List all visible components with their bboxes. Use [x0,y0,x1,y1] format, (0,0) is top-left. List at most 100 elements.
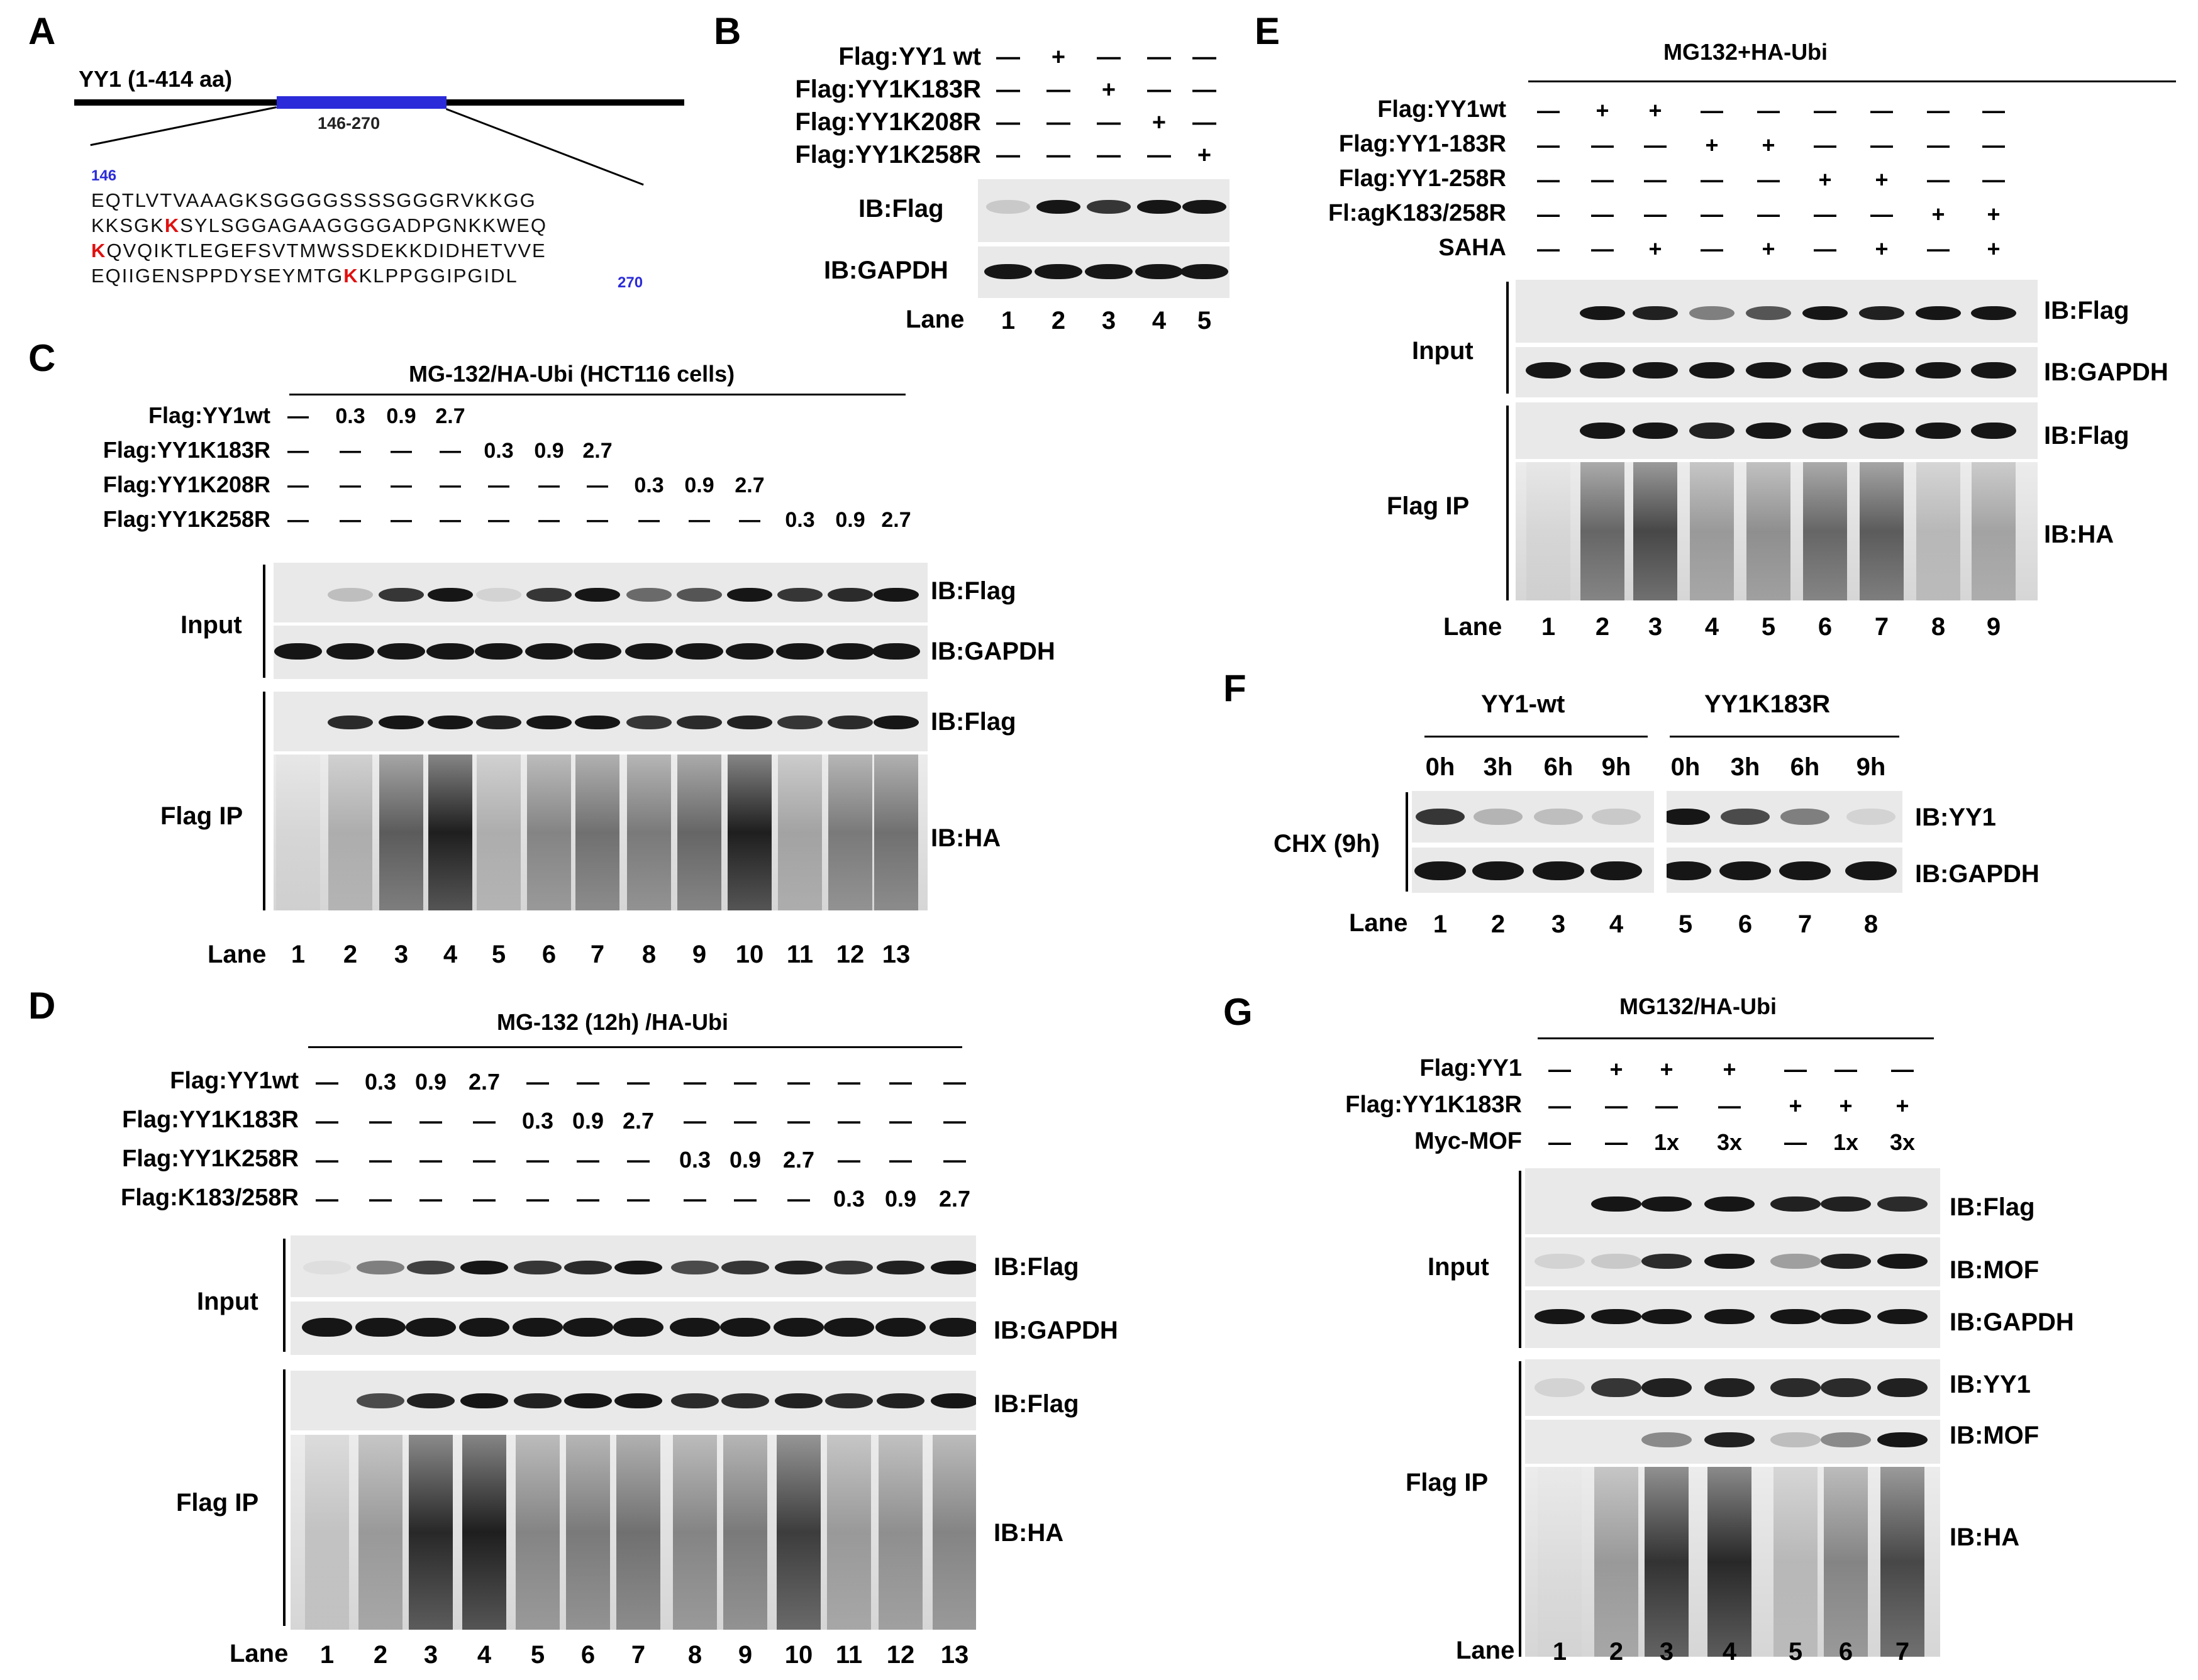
d-ip-bracket [283,1369,286,1626]
d-cond-value: — [684,1108,706,1134]
f-band-yy1-wt [1534,809,1583,825]
b-cond-value: — [1192,44,1216,70]
g-cond-value: — [1784,1056,1807,1082]
c-band-ip-flag [727,716,772,729]
f-time-point: 9h [1601,753,1631,781]
d-band-ip-flag [877,1393,924,1408]
c-lane-number: 5 [491,941,506,968]
g-blot-ip-mof [1525,1420,1940,1464]
d-cond-value: — [627,1186,650,1212]
c-cond-value: 2.7 [881,508,911,532]
d-smear-ha [305,1435,349,1630]
e-cond-value: — [1591,132,1614,158]
d-band-ip-flag [825,1393,873,1408]
e-smear-ha [1803,462,1847,600]
e-cond-value: — [1591,167,1614,192]
c-band-input-flag [476,588,521,602]
g-blot-input-gapdh [1525,1290,1940,1348]
sequence-line: KQVQIKTLEGEFSVTMWSSDEKKDIDHETVVE [91,241,547,260]
c-cond-value: — [391,508,412,532]
d-cond-value: — [419,1147,442,1173]
g-cond-label: Myc-MOF [1414,1128,1522,1154]
e-lane-number: 9 [1986,613,2001,641]
panel-letter-b: B [714,10,741,52]
d-cond-value: — [889,1147,912,1173]
e-lane-label: Lane [1443,613,1502,641]
d-band-input-flag [931,1261,976,1274]
c-cond-value: 0.3 [484,439,514,463]
c-cond-value: — [488,473,509,497]
d-band-ip-flag [564,1393,612,1408]
e-cond-value: — [1814,97,1836,123]
c-band-input-flag [526,588,572,602]
c-smear-ha [627,754,671,910]
b-blot-flag [978,179,1229,242]
c-cond-value: — [340,439,361,463]
panel-letter-f: F [1223,667,1246,709]
g-cond-value: + [1839,1093,1853,1119]
g-smear-ha [1594,1467,1638,1657]
d-blot-input-flag [291,1235,976,1297]
c-lane-number: 2 [343,941,358,968]
e-band-input-flag [1859,306,1904,320]
c-cond-value: — [340,473,361,497]
d-lane-label: Lane [230,1640,289,1667]
b-cond-value: — [1097,142,1121,169]
d-smear-ha [933,1435,976,1630]
d-band-input-gapdh [563,1318,613,1337]
d-cond-value: — [526,1147,549,1173]
d-cond-value: 2.7 [782,1147,815,1173]
highlighted-lysine: K [91,240,107,262]
c-cond-value: — [287,473,309,497]
e-band-ip-flag [1633,423,1678,439]
e-band-input-flag [1580,306,1625,320]
e-blot-ip-ha [1516,462,2038,600]
f-ib-yy1-label: IB:YY1 [1915,804,1996,831]
c-header: MG-132/HA-Ubi (HCT116 cells) [409,361,735,387]
g-lane-number: 4 [1722,1638,1737,1666]
f-band-yy1-wt [1416,809,1465,825]
e-cond-value: + [1596,97,1609,123]
e-smear-ha [1690,462,1734,600]
f-lane-number: 3 [1551,910,1566,938]
d-ib-ha-label: IB:HA [994,1519,1064,1547]
g-cond-value: + [1723,1056,1736,1082]
e-band-input-flag [1689,306,1735,320]
c-lane-number: 9 [692,941,707,968]
c-smear-ha [328,754,372,910]
b-cond-value: + [1051,44,1066,70]
e-cond-label: Fl:agK183/258R [1328,200,1506,226]
d-smear-ha [827,1435,871,1630]
c-cond-value: — [440,439,461,463]
d-lane-number: 10 [784,1641,813,1669]
d-smear-ha [879,1435,923,1630]
b-ib-flag-label: IB:Flag [858,195,944,223]
g-band-ip-yy1 [1821,1378,1871,1397]
b-cond-value: — [1046,142,1070,169]
g-band-input-gapdh [1641,1309,1692,1324]
g-band-ip-mof [1770,1432,1821,1447]
e-band-ip-flag [1916,423,1961,439]
d-lane-number: 4 [477,1641,492,1669]
e-cond-value: + [1762,236,1775,262]
e-cond-value: — [1927,167,1950,192]
f-time-point: 3h [1483,753,1513,781]
f-time-point: 0h [1670,753,1701,781]
b-band-flag [1036,200,1080,214]
e-band-ip-flag [1802,423,1848,439]
d-lane-number: 13 [940,1641,969,1669]
e-header-line [1528,80,2176,82]
e-band-input-gapdh [1916,362,1961,379]
b-cond-value: + [1152,109,1167,136]
d-cond-value: 2.7 [468,1069,501,1095]
e-cond-value: — [1982,97,2005,123]
f-band-gapdh-k183r [1845,861,1897,880]
c-smear-ha [874,754,918,910]
d-band-ip-flag [460,1393,508,1408]
c-lane-number: 13 [882,941,911,968]
b-band-flag [1137,200,1181,214]
d-band-input-flag [614,1261,662,1274]
e-cond-value: — [1537,167,1560,192]
e-cond-value: + [1987,236,2001,262]
e-cond-label: Flag:YY1-258R [1338,165,1506,192]
